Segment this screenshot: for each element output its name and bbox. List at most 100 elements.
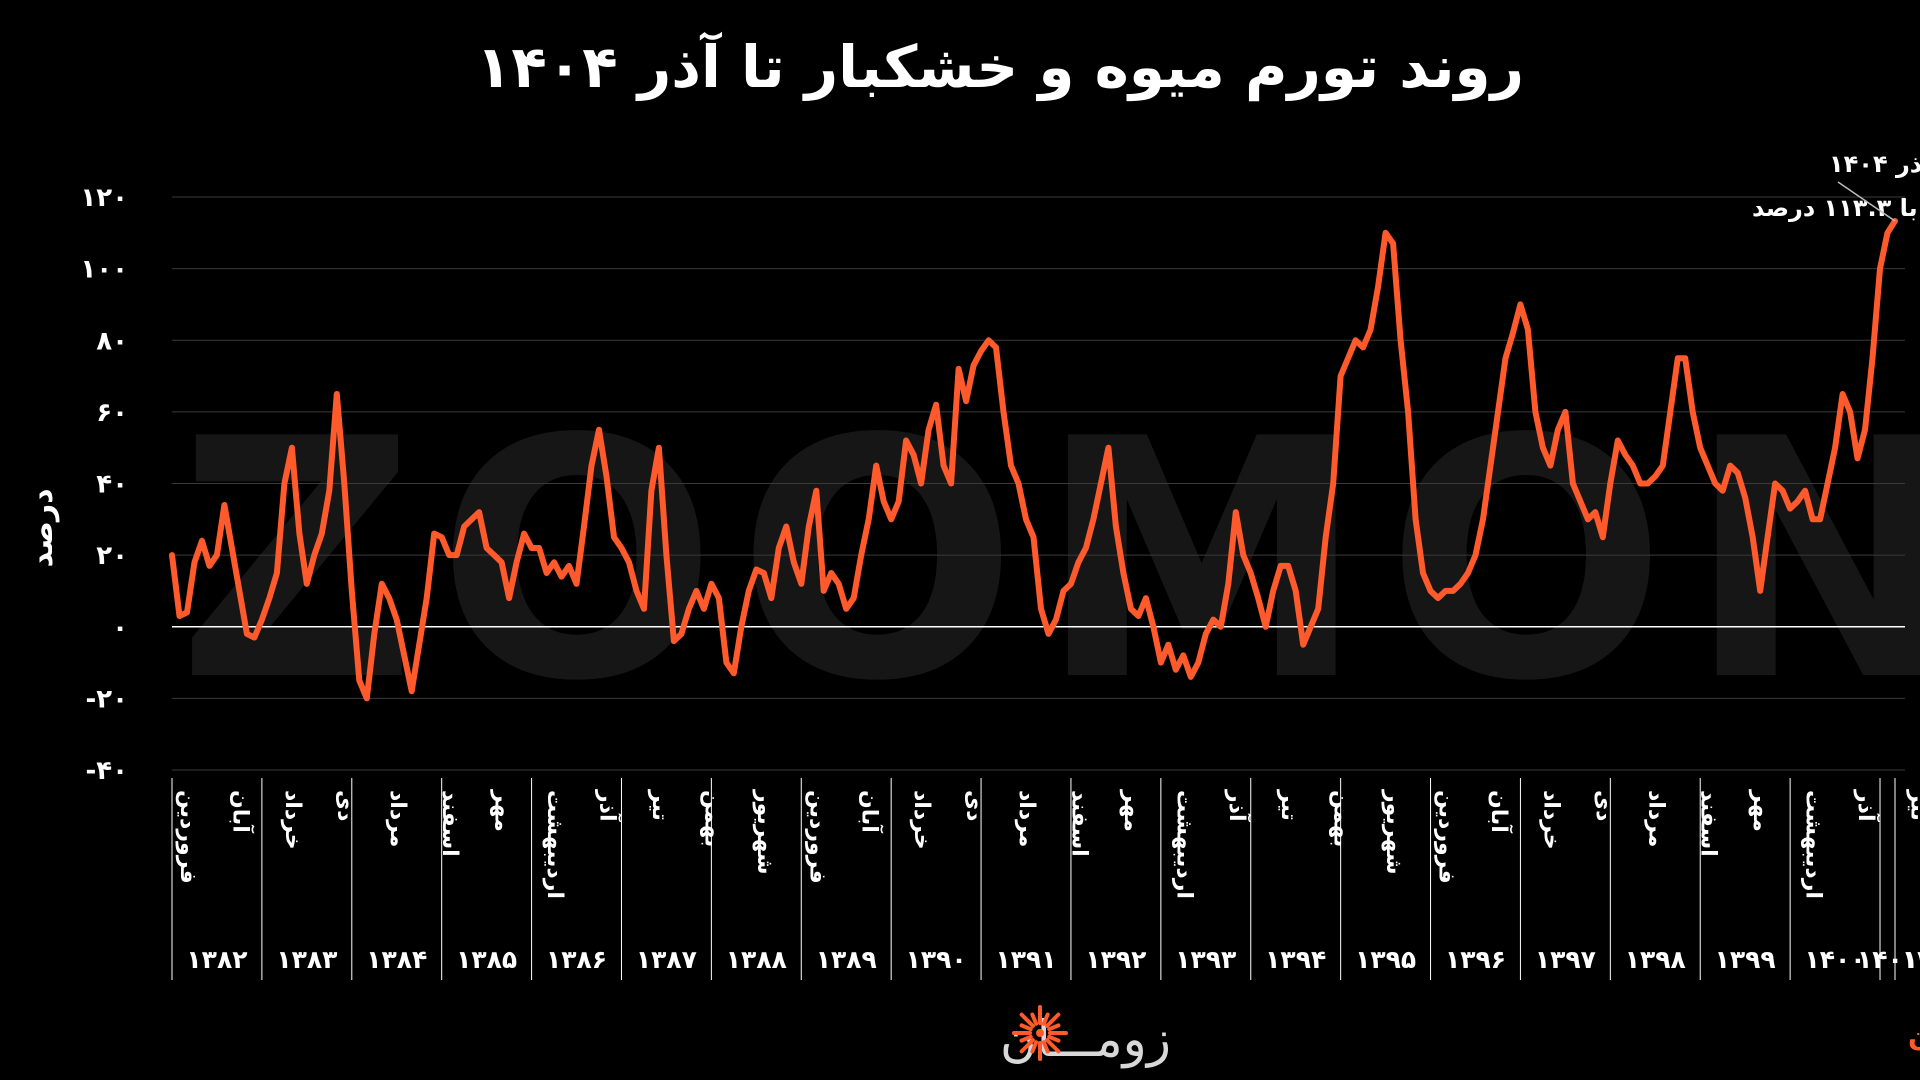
data-point xyxy=(560,575,564,579)
data-point xyxy=(1384,231,1388,235)
data-point xyxy=(889,517,893,521)
data-point xyxy=(1459,582,1463,586)
data-point xyxy=(1256,596,1260,600)
data-point xyxy=(1391,242,1395,246)
data-point xyxy=(1091,517,1095,521)
y-tick-label: ۴۰ xyxy=(96,470,128,500)
annotation-leader-line xyxy=(1837,181,1896,222)
data-point xyxy=(1211,618,1215,622)
data-point xyxy=(1638,482,1642,485)
data-point xyxy=(1166,643,1170,647)
data-point xyxy=(1601,535,1605,539)
year-label: ۱۳۹۳ xyxy=(1175,945,1236,974)
data-point xyxy=(507,596,511,600)
watermark: ZOOMON xyxy=(177,369,1920,753)
data-point xyxy=(649,489,653,493)
data-point xyxy=(1174,668,1178,672)
data-point xyxy=(402,653,406,657)
y-tick-label: ۱۲۰ xyxy=(80,183,128,213)
logo-ray xyxy=(1019,1038,1035,1054)
data-point xyxy=(1743,496,1747,500)
month-label: دی xyxy=(962,790,987,821)
month-label: مرداد xyxy=(1014,790,1039,847)
logo-ray xyxy=(1041,1012,1050,1026)
data-point xyxy=(1196,661,1200,665)
data-point xyxy=(200,539,204,543)
chart-title: روند تورم میوه و خشکبار تا آذر ۱۴۰۴ xyxy=(476,31,1524,102)
data-point xyxy=(964,399,968,403)
year-label: ۱۳۹۲ xyxy=(1085,945,1146,974)
data-point xyxy=(1466,571,1470,575)
year-label: ۱۴۰۱ xyxy=(1857,945,1918,974)
data-point xyxy=(1129,607,1133,611)
data-point xyxy=(1586,517,1590,521)
data-point xyxy=(1706,464,1710,468)
month-label: فروردین xyxy=(175,790,200,884)
month-label: مهر xyxy=(1748,789,1773,832)
data-point xyxy=(1473,553,1477,557)
year-label: ۱۳۸۶ xyxy=(546,945,607,974)
data-point xyxy=(1032,535,1035,539)
data-point xyxy=(987,338,991,342)
data-point xyxy=(897,499,901,503)
data-point xyxy=(1414,517,1418,521)
data-point xyxy=(425,596,429,600)
month-label: فروردین xyxy=(804,790,829,884)
data-point xyxy=(1234,510,1238,514)
data-point xyxy=(1144,596,1148,600)
data-point xyxy=(522,532,526,536)
data-point xyxy=(769,596,773,600)
data-point xyxy=(1616,439,1620,443)
data-point xyxy=(515,560,519,564)
data-point xyxy=(859,553,863,557)
y-tick-label: -۲۰ xyxy=(85,684,128,714)
data-point xyxy=(1481,517,1485,521)
data-point xyxy=(979,349,983,353)
data-point xyxy=(1046,632,1050,636)
data-point xyxy=(619,546,623,550)
data-point xyxy=(267,596,271,600)
data-point xyxy=(1698,446,1702,450)
data-point xyxy=(1713,482,1717,485)
data-point xyxy=(365,696,369,700)
data-point xyxy=(1593,510,1597,514)
data-point xyxy=(799,582,803,586)
data-point xyxy=(1766,535,1770,539)
data-point xyxy=(679,632,683,636)
data-point xyxy=(1354,338,1358,342)
year-label: ۱۳۹۴ xyxy=(1265,945,1326,974)
data-point xyxy=(754,567,758,571)
month-label: تیر xyxy=(1276,789,1301,821)
data-point xyxy=(222,503,226,507)
data-point xyxy=(1331,482,1335,485)
month-label: خرداد xyxy=(280,790,305,850)
data-point xyxy=(552,560,556,564)
series-line-group xyxy=(169,218,1898,702)
data-point xyxy=(1399,338,1403,342)
logo-ray xyxy=(1019,1034,1033,1043)
data-point xyxy=(597,428,601,432)
year-label: ۱۳۹۸ xyxy=(1625,945,1686,974)
data-point xyxy=(1241,553,1245,557)
data-point xyxy=(957,367,961,371)
data-point xyxy=(994,345,998,349)
y-tick-label: ۲۰ xyxy=(96,541,128,571)
data-point xyxy=(1496,410,1500,414)
data-point xyxy=(1024,517,1028,521)
data-point xyxy=(1444,589,1448,593)
data-point xyxy=(1076,560,1080,564)
data-point xyxy=(672,639,676,643)
data-point xyxy=(642,607,646,611)
year-label: ۱۳۹۹ xyxy=(1715,945,1776,974)
data-point xyxy=(275,571,279,575)
year-label: ۱۳۹۰ xyxy=(906,945,967,974)
data-point xyxy=(470,517,474,521)
data-point xyxy=(357,678,361,682)
data-point xyxy=(1361,345,1365,349)
data-point xyxy=(1691,410,1695,414)
logo-ray xyxy=(1030,1040,1039,1054)
data-point xyxy=(477,510,481,514)
data-point xyxy=(1084,546,1088,550)
month-label: مرداد xyxy=(1643,790,1668,847)
